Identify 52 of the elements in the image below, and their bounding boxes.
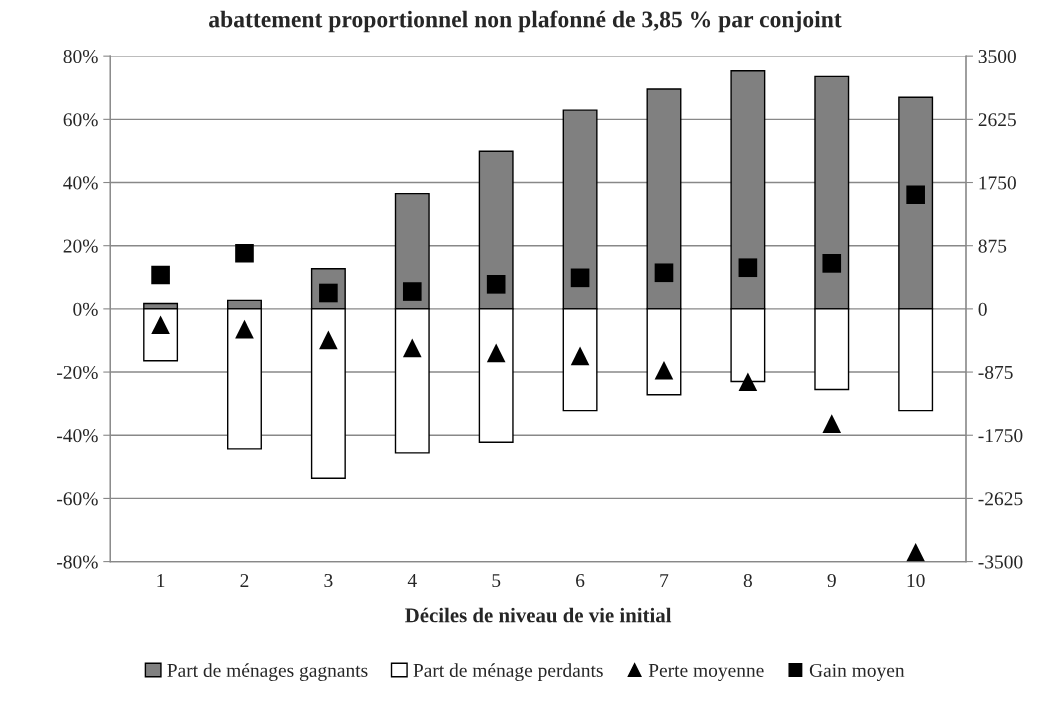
point — [486, 275, 506, 294]
chart-title: abattement proportionnel non plafonné de 3,85 % par conjoint — [209, 10, 842, 33]
x-tick-label: 6 — [576, 574, 585, 588]
x-tick-label: 9 — [827, 574, 836, 588]
y-tick-label: -20% — [57, 365, 98, 380]
y-tick-label: -60% — [57, 492, 98, 506]
point — [486, 343, 506, 363]
point — [654, 263, 674, 283]
point — [319, 330, 338, 350]
y2-tick-label: 3500 — [978, 49, 1016, 64]
y2-tick-label: -3500 — [978, 555, 1023, 569]
legend-label: Gain moyen — [809, 663, 905, 681]
x-tick-label: 2 — [240, 574, 249, 587]
x-axis-title: Déciles de niveau de vie initial — [405, 607, 672, 623]
y-tick-label: 0% — [73, 302, 98, 316]
y-tick-label: 20% — [63, 239, 98, 253]
x-tick-label: 5 — [492, 574, 501, 588]
point — [402, 338, 422, 358]
y2-tick-label: 1750 — [979, 176, 1016, 190]
x-tick-label: 10 — [907, 573, 925, 588]
x-tick-label: 7 — [660, 574, 669, 587]
y2-tick-label: -875 — [978, 365, 1013, 379]
y-tick-label: -80% — [57, 555, 98, 569]
point — [822, 254, 842, 273]
y-tick-label: 40% — [63, 176, 98, 190]
x-tick-label: 4 — [407, 574, 417, 587]
legend-label: Perte moyenne — [648, 664, 764, 681]
y-tick-label: 60% — [63, 113, 98, 127]
point — [570, 268, 590, 288]
point — [906, 542, 925, 562]
point — [402, 282, 422, 301]
point — [738, 372, 758, 392]
x-tick-label: 3 — [324, 574, 333, 588]
point — [822, 414, 842, 433]
y2-tick-label: 2625 — [978, 113, 1016, 127]
point — [235, 243, 254, 263]
y-tick-label: -40% — [57, 429, 98, 443]
x-tick-label: 1 — [157, 574, 165, 587]
point — [235, 319, 254, 339]
y2-tick-label: 0 — [978, 302, 987, 316]
point — [654, 360, 674, 380]
legend-label: Part de ménage perdants — [413, 663, 603, 681]
y-tick-label: 80% — [63, 49, 98, 64]
point — [570, 346, 590, 366]
legend-label: Part de ménages gagnants — [167, 663, 368, 681]
point — [151, 265, 170, 285]
y2-tick-label: -2625 — [978, 492, 1023, 506]
y2-tick-label: -1750 — [978, 429, 1023, 443]
x-tick-label: 8 — [743, 573, 752, 588]
point — [738, 258, 758, 278]
point — [906, 185, 925, 205]
y2-tick-label: 875 — [978, 239, 1007, 253]
